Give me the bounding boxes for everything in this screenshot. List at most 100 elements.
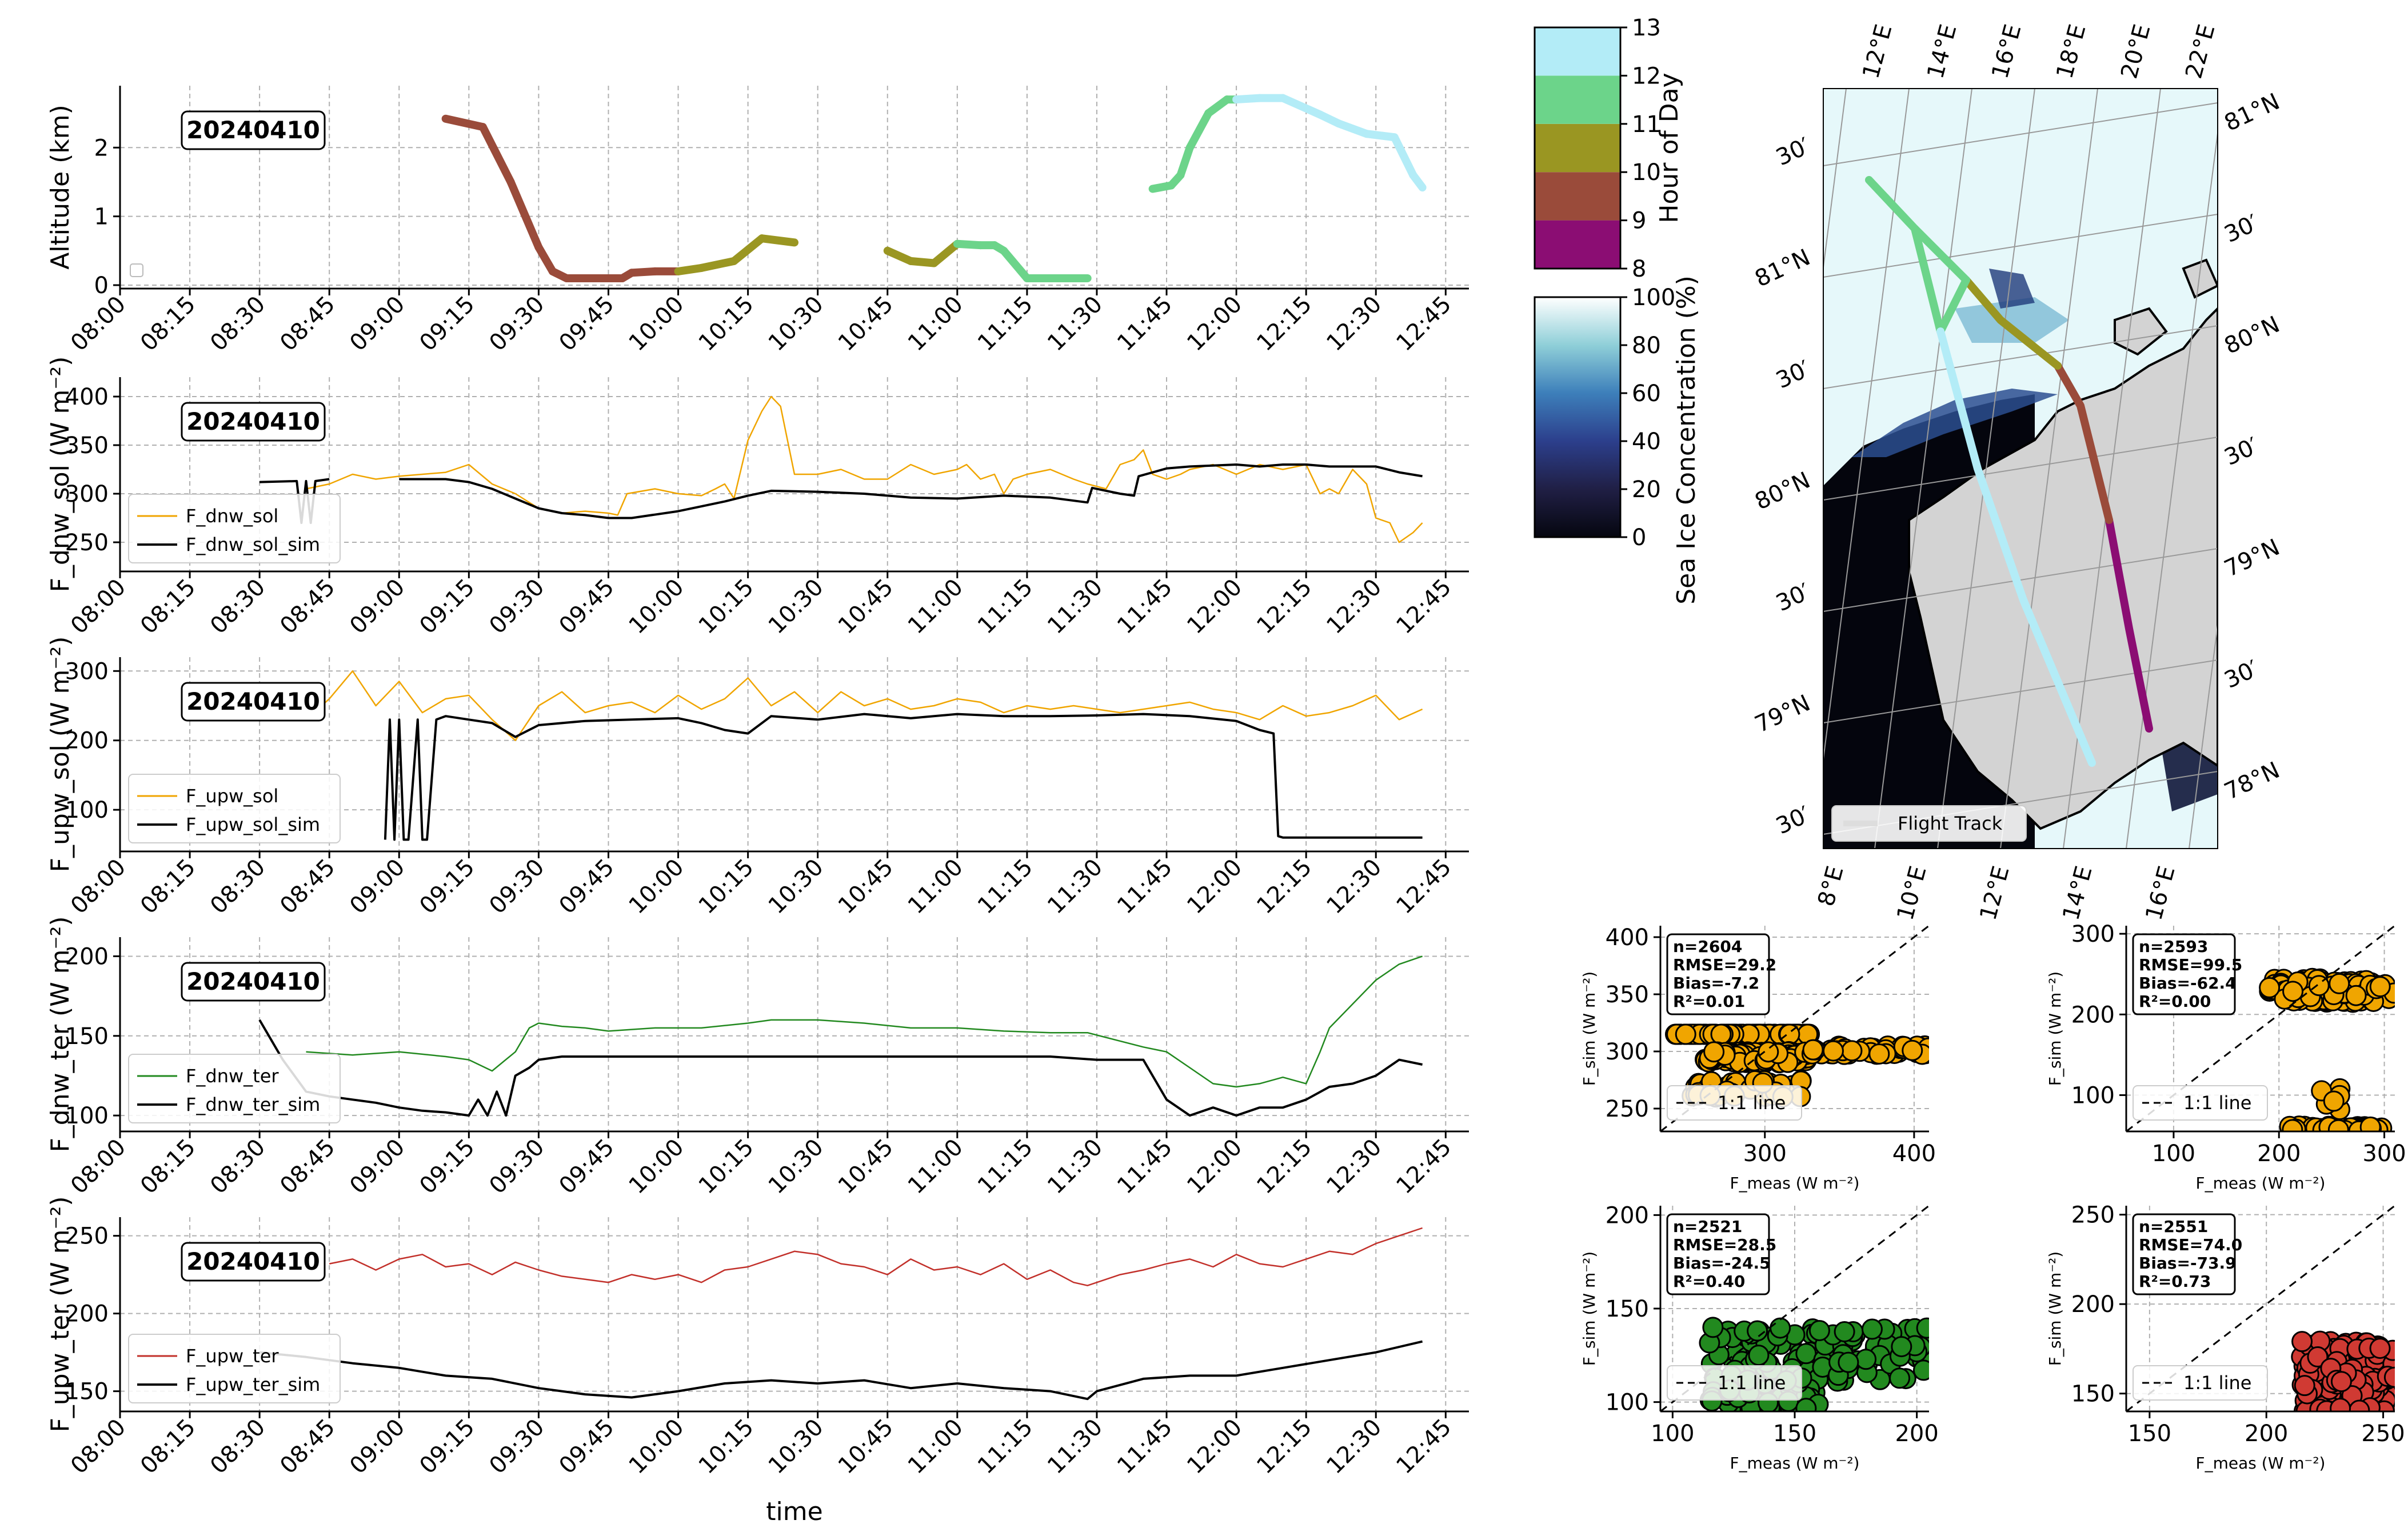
scatter-point: [1802, 1039, 1824, 1061]
map-lat-label-right: 30′: [2221, 433, 2263, 471]
x-tick-label: 09:00: [345, 574, 410, 639]
scatter-point: [2329, 973, 2350, 994]
stats-line: Bias=-7.2: [1673, 974, 1759, 993]
x-tick-label: 11:00: [903, 574, 968, 639]
scatter-point: [2259, 977, 2281, 998]
stats-line: RMSE=28.5: [1673, 1235, 1776, 1254]
series-line-F_dnw_ter_sim: [258, 1019, 1423, 1117]
x-tick-label: 09:30: [484, 1414, 549, 1479]
flight-track-segment: [1962, 276, 2062, 370]
scatter-panel-scatter_dnw_ter: 100 150 200 100 150 200 F_meas (W m⁻²) F_sim (W…: [1580, 1202, 1939, 1473]
map-lon-label-bottom: 12°E: [1975, 863, 2014, 923]
y-tick-label: 250: [1606, 1096, 1649, 1122]
colorbar-tick-label: 0: [1632, 525, 1646, 551]
map-lat-label-left: 30′: [1772, 801, 1814, 839]
map-lat-label-right: 30′: [2221, 210, 2263, 248]
y-tick-label: 150: [65, 1379, 109, 1405]
x-tick-label: 11:15: [973, 291, 1038, 357]
series-line-F_dnw_sol: [306, 395, 1423, 543]
y-tick-label: 200: [65, 943, 109, 970]
x-tick-label: 08:30: [205, 1134, 270, 1199]
flight-track-segment: [2105, 516, 2153, 733]
y-tick-label: 150: [65, 1023, 109, 1050]
hour-colorbar-frame: [1534, 26, 1622, 270]
x-tick-label: 08:45: [275, 291, 340, 357]
series-line-F_dnw_sol_sim: [259, 463, 1423, 524]
graticule-meridian: [2000, 89, 2098, 849]
scatter-point: [2282, 981, 2304, 1002]
x-tick-label: 10:00: [624, 291, 689, 357]
y-tick-label: 400: [65, 384, 109, 410]
stats-line: RMSE=74.0: [2139, 1235, 2242, 1254]
y-axis-label: F_upw_ter (W m⁻²): [46, 1196, 75, 1432]
x-tick-label: 11:45: [1112, 574, 1177, 639]
scatter-point: [1675, 1023, 1696, 1045]
x-tick-label: 12:15: [1252, 1134, 1317, 1199]
stats-line: R²=0.73: [2139, 1272, 2211, 1291]
x-tick-label: 09:30: [484, 574, 549, 639]
x-tick-label: 10:30: [764, 854, 829, 919]
x-tick-label: 09:15: [414, 1134, 480, 1199]
stats-line: n=2521: [1673, 1217, 1742, 1236]
series-line-F_upw_ter: [329, 1227, 1423, 1286]
x-tick-label: 09:00: [345, 291, 410, 357]
date-badge: [181, 402, 326, 442]
scatter-point: [2383, 1366, 2395, 1388]
stats-line: Bias=-73.9: [2139, 1254, 2237, 1273]
legend-entry: 1:1 line: [1718, 1372, 1786, 1394]
x-tick-label: 250: [2361, 1421, 2405, 1447]
x-axis-label: F_meas (W m⁻²): [2196, 1174, 2326, 1193]
y-axis-label: F_upw_sol (W m⁻²): [46, 637, 75, 873]
scatter-points: [1660, 926, 1929, 1131]
scatter-point: [1795, 1398, 1817, 1411]
scatter-point: [1902, 1039, 1923, 1061]
stats-line: n=2551: [2139, 1217, 2208, 1236]
x-tick-label: 09:45: [554, 854, 620, 919]
map-lon-label-bottom: 10°E: [1892, 863, 1931, 923]
x-tick-label: 09:30: [484, 854, 549, 919]
x-tick-label: 12:45: [1391, 1414, 1456, 1479]
date-badge: [181, 962, 326, 1002]
map-lon-label-top: 18°E: [2051, 22, 2091, 82]
island: [2182, 258, 2218, 299]
map-lon-label-top: 22°E: [2181, 22, 2220, 82]
x-tick-label: 10:45: [833, 291, 898, 357]
map-lat-label-left: 81°N: [1751, 244, 1814, 292]
legend-entry: F_upw_ter: [186, 1345, 279, 1367]
map-lon-label-bottom: 14°E: [2058, 863, 2097, 923]
y-tick-label: 0: [94, 273, 109, 299]
graticule-meridian: [2126, 129, 2218, 849]
map-lat-label-right: 80°N: [2221, 311, 2284, 359]
x-tick-label: 11:15: [973, 1134, 1038, 1199]
y-axis-label: F_dnw_sol (W m⁻²): [46, 357, 75, 593]
graticule-parallel: [1823, 437, 2218, 501]
map-lat-label-left: 80°N: [1751, 467, 1814, 515]
legend-entry: F_upw_sol: [186, 785, 278, 807]
altitude-track-segment: [1335, 119, 1371, 138]
altitude-track-segment: [534, 243, 557, 275]
x-tick-label: 10:00: [624, 1134, 689, 1199]
x-tick-label: 200: [2245, 1421, 2288, 1447]
x-tick-label: 10:30: [764, 574, 829, 639]
x-axis-label: F_meas (W m⁻²): [1730, 1454, 1860, 1473]
hour-colorbar-segment: [1535, 220, 1620, 269]
colorbar-tick-label: 40: [1632, 429, 1661, 455]
x-tick-label: 12:30: [1321, 854, 1387, 919]
colorbar-tick-label: 11: [1632, 111, 1661, 138]
altitude-track-segment: [730, 234, 766, 265]
x-tick-label: 08:45: [275, 854, 340, 919]
scatter-point: [1703, 1041, 1725, 1063]
altitude-track-segment: [1000, 246, 1031, 282]
x-tick-label: 12:15: [1252, 854, 1317, 919]
x-tick-label: 100: [1651, 1421, 1694, 1447]
ice-colorbar-label: Sea Ice Concentration (%): [1672, 275, 1701, 605]
scatter-point: [2369, 976, 2391, 998]
x-tick-label: 08:15: [135, 291, 201, 357]
x-tick-label: 12:45: [1391, 854, 1456, 919]
y-axis-label: F_sim (W m⁻²): [1580, 971, 1599, 1086]
x-tick-label: 11:45: [1112, 291, 1177, 357]
legend-box: [128, 494, 341, 563]
x-tick-label: 09:15: [414, 291, 480, 357]
